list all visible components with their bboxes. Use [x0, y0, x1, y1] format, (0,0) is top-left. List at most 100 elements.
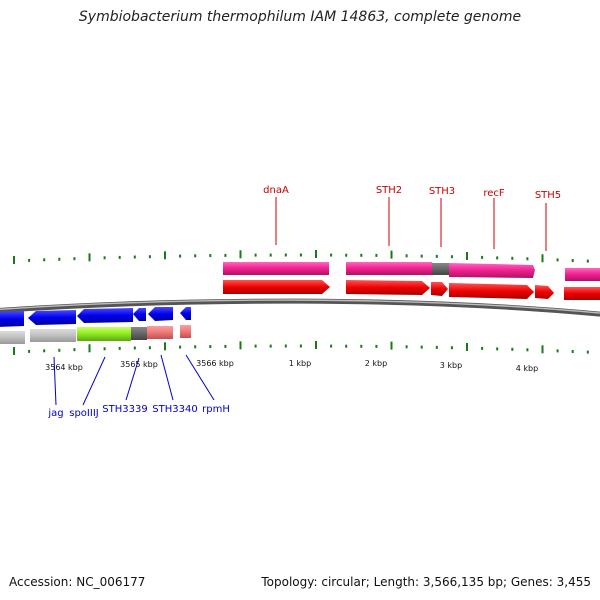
gene-arrow-jag[interactable]	[28, 310, 76, 325]
top-label-leaders	[275, 197, 547, 251]
scale-label-4: 4 kbp	[516, 364, 538, 373]
cds-sth3339[interactable]	[131, 327, 147, 340]
top-scale-tick	[133, 255, 136, 259]
top-scale-tick	[571, 259, 574, 262]
cds-spoIIIJ[interactable]	[77, 327, 131, 341]
accession-label: Accession: NC_006177	[9, 575, 146, 589]
gene-arrow-sth3340[interactable]	[148, 307, 173, 321]
bottom-scale-tick	[330, 344, 333, 348]
gene-label-recF[interactable]: recF	[483, 188, 505, 199]
top-scale-tick	[88, 253, 91, 262]
cds-dnaA[interactable]	[223, 262, 329, 275]
bottom-scale-tick	[586, 350, 589, 354]
top-scale-tick	[330, 253, 333, 257]
reverse-cds-track	[0, 325, 191, 344]
leader-spoIIIJ	[82, 356, 106, 406]
gene-arrow-sth3339[interactable]	[133, 308, 146, 321]
gene-label-sth3339[interactable]: STH3339	[102, 404, 147, 415]
top-scale-tick	[556, 258, 559, 262]
scale-labels: 3564 kbp 3565 kbp 3566 kbp 1 kbp 2 kbp 3…	[45, 359, 538, 373]
genome-backbone-highlight	[0, 299, 600, 314]
gene-label-rpmH[interactable]: rpmH	[202, 404, 230, 415]
bottom-scale-tick	[390, 341, 393, 350]
cds-sth3340[interactable]	[147, 326, 173, 339]
top-scale-tick	[420, 254, 423, 258]
gene-arrow-sth5[interactable]	[535, 285, 554, 299]
gene-label-dnaA[interactable]: dnaA	[263, 185, 289, 196]
top-scale-tick	[284, 253, 287, 257]
bottom-scale-tick	[299, 344, 302, 348]
gene-arrow-left-edge[interactable]	[0, 311, 24, 327]
cds-rpmH[interactable]	[180, 325, 191, 338]
cds-jag[interactable]	[30, 329, 76, 342]
gene-label-sth2[interactable]: STH2	[376, 185, 402, 196]
bottom-scale-tick	[269, 344, 272, 348]
bottom-scale-tick	[148, 346, 151, 350]
topology-summary: Topology: circular; Length: 3,566,135 bp…	[261, 575, 591, 589]
bottom-scale-tick	[224, 344, 227, 348]
cds-sth5[interactable]	[565, 268, 600, 281]
bottom-scale-tick	[133, 346, 136, 350]
bottom-scale-tick	[179, 345, 182, 349]
top-scale-tick	[43, 258, 46, 262]
bottom-scale-tick	[209, 345, 212, 349]
bottom-scale-tick	[511, 347, 514, 351]
top-scale-tick	[466, 252, 468, 260]
genome-backbone	[0, 298, 600, 317]
bottom-scale-tick	[73, 348, 76, 352]
gene-arrow-dnaA[interactable]	[223, 280, 330, 294]
scale-label-3: 3 kbp	[440, 361, 462, 370]
top-scale-tick	[209, 254, 212, 258]
gene-label-spoIIIJ[interactable]: spoIIIJ	[69, 408, 98, 419]
top-scale-tick	[405, 254, 408, 258]
gene-arrow-next[interactable]	[564, 287, 600, 300]
gene-arrow-sth3[interactable]	[431, 282, 448, 296]
bottom-scale-tick	[88, 344, 91, 353]
bottom-scale-tick	[466, 343, 468, 351]
gene-label-sth3340[interactable]: STH3340	[152, 404, 197, 415]
bottom-scale-tick	[571, 350, 574, 353]
bottom-scale-tick	[103, 347, 106, 351]
top-scale-tick	[118, 255, 121, 259]
top-scale-tick	[73, 257, 76, 261]
bottom-scale-tick	[481, 346, 484, 350]
top-scale-tick	[194, 254, 197, 258]
cds-left-edge[interactable]	[0, 331, 25, 344]
gene-arrow-spoIIIJ[interactable]	[77, 308, 133, 323]
bottom-scale-tick	[315, 341, 317, 349]
scale-label-3565: 3565 kbp	[120, 360, 158, 369]
top-scale-tick	[526, 257, 529, 261]
genome-title: Symbiobacterium thermophilum IAM 14863, …	[78, 9, 522, 25]
cds-sth2[interactable]	[346, 262, 432, 275]
gene-arrow-rpmH[interactable]	[180, 307, 191, 320]
gene-label-jag[interactable]: jag	[47, 408, 63, 419]
gene-label-sth3[interactable]: STH3	[429, 186, 455, 197]
bottom-scale-tick	[375, 344, 378, 348]
bottom-scale-tick	[58, 348, 61, 352]
cds-recF[interactable]	[449, 263, 535, 278]
top-scale-tick	[299, 253, 302, 257]
top-scale-tick	[450, 255, 453, 259]
tick-row-bottom	[13, 341, 589, 355]
gene-label-sth5[interactable]: STH5	[535, 190, 561, 201]
top-scale-tick	[13, 256, 15, 264]
leader-jag	[53, 356, 57, 406]
scale-label-3566: 3566 kbp	[196, 359, 234, 368]
bottom-scale-tick	[420, 345, 423, 349]
cds-sth3[interactable]	[432, 263, 449, 275]
top-scale-tick	[164, 251, 166, 260]
top-scale-tick	[390, 250, 393, 259]
bottom-scale-tick	[450, 346, 453, 350]
top-scale-tick	[541, 254, 544, 263]
bottom-scale-tick	[556, 349, 559, 353]
top-scale-tick	[179, 254, 182, 258]
top-scale-tick	[103, 256, 106, 260]
top-scale-tick	[148, 255, 151, 259]
bottom-scale-tick	[435, 345, 438, 349]
gene-arrow-recF[interactable]	[449, 283, 534, 299]
gene-arrow-sth2[interactable]	[346, 280, 430, 295]
bottom-scale-tick	[284, 344, 287, 348]
top-scale-tick	[481, 255, 484, 259]
